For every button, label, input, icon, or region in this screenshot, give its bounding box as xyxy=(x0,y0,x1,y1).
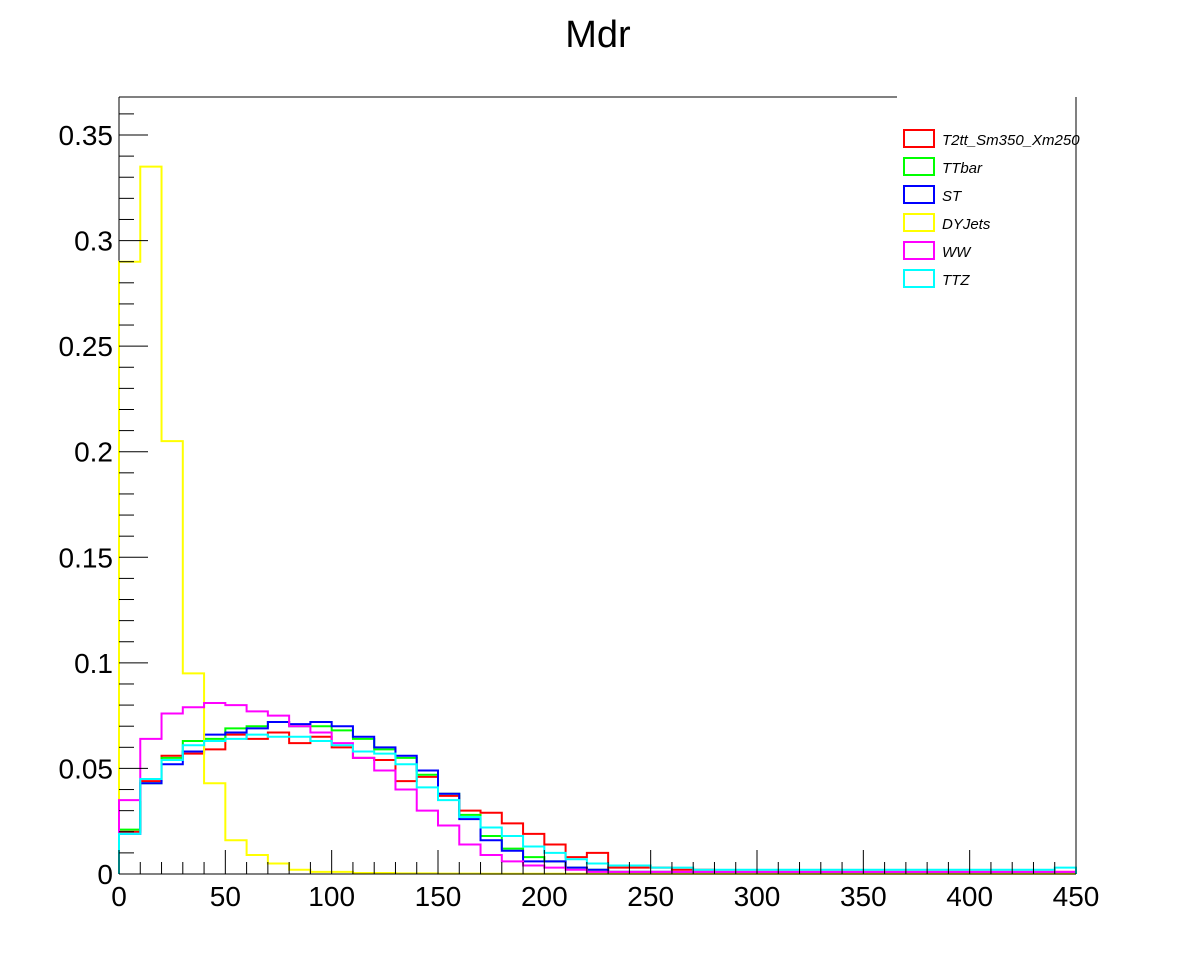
y-tick-label: 0.3 xyxy=(74,226,113,257)
legend-label: ST xyxy=(942,188,963,205)
x-tick-label: 450 xyxy=(1053,881,1100,912)
legend-swatch xyxy=(903,157,935,176)
legend-label: WW xyxy=(942,244,972,261)
x-tick-label: 100 xyxy=(308,881,355,912)
x-tick-label: 350 xyxy=(840,881,887,912)
legend-swatch xyxy=(903,185,935,204)
legend-label: TTZ xyxy=(942,272,970,289)
y-tick-label: 0.35 xyxy=(59,120,114,151)
legend-label: TTbar xyxy=(942,160,983,177)
x-tick-label: 400 xyxy=(946,881,993,912)
legend-label: T2tt_Sm350_Xm250 xyxy=(942,132,1080,149)
series-line-ww xyxy=(118,701,1077,874)
legend: T2tt_Sm350_Xm250 TTbar ST DYJets WW TTZ xyxy=(903,129,1080,289)
legend-swatch xyxy=(903,213,935,232)
y-tick-label: 0.25 xyxy=(59,331,114,362)
y-tick-label: 0.2 xyxy=(74,437,113,468)
x-tick-label: 150 xyxy=(415,881,462,912)
x-tick-label: 300 xyxy=(734,881,781,912)
axis-group: 0 50 100 150 200 250 300 350 400 450 0 0.05 0.1 0.15 0… xyxy=(59,113,1100,912)
x-tick-label: 0 xyxy=(111,881,127,912)
series-line-st xyxy=(118,720,1077,874)
chart-title: Mdr xyxy=(565,14,631,56)
x-tick-label: 200 xyxy=(521,881,568,912)
x-tick-label: 50 xyxy=(210,881,241,912)
series-line-ttbar xyxy=(118,720,1077,874)
y-tick-label: 0.1 xyxy=(74,648,113,679)
series-line-t2tt-sm350-xm250 xyxy=(118,731,1077,874)
legend-swatch xyxy=(903,241,935,260)
series-line-dyjets xyxy=(118,165,1077,875)
x-tick-label: 250 xyxy=(627,881,674,912)
y-tick-label: 0.15 xyxy=(59,542,114,573)
legend-label: DYJets xyxy=(942,216,991,233)
y-tick-label: 0.05 xyxy=(59,753,114,784)
legend-swatch xyxy=(903,129,935,148)
legend-swatch xyxy=(903,269,935,288)
series-group xyxy=(118,165,1077,875)
y-tick-label: 0 xyxy=(97,859,113,890)
